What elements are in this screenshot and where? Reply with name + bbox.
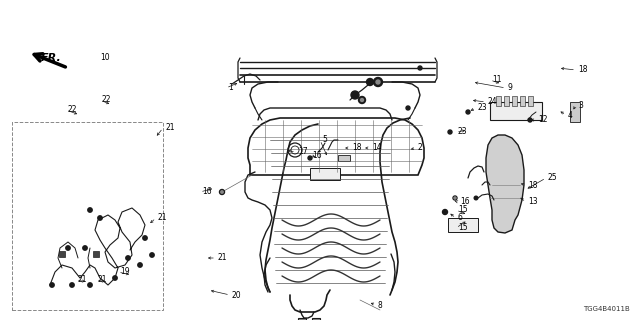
- Circle shape: [70, 283, 74, 287]
- Bar: [312, 318, 320, 320]
- Circle shape: [367, 78, 374, 85]
- Text: 3: 3: [578, 100, 583, 109]
- Text: 8: 8: [378, 300, 383, 309]
- Text: 5: 5: [322, 135, 327, 145]
- Circle shape: [474, 196, 478, 200]
- Bar: [12, 122, 163, 310]
- Text: 16: 16: [312, 150, 322, 159]
- Text: 9: 9: [508, 84, 513, 92]
- Text: 16: 16: [202, 188, 212, 196]
- Circle shape: [360, 99, 364, 101]
- Text: 4: 4: [568, 110, 573, 119]
- Circle shape: [448, 130, 452, 134]
- Circle shape: [454, 197, 456, 199]
- Text: 15: 15: [458, 223, 468, 233]
- Text: 21: 21: [158, 213, 168, 222]
- Text: 2: 2: [418, 143, 423, 153]
- Bar: [490, 102, 542, 120]
- Bar: [528, 96, 533, 106]
- Bar: [504, 96, 509, 106]
- Text: 21: 21: [78, 276, 88, 284]
- Text: 15: 15: [458, 205, 468, 214]
- Text: 22: 22: [68, 106, 77, 115]
- Bar: [496, 96, 501, 106]
- Bar: [59, 251, 65, 257]
- Bar: [448, 218, 478, 232]
- Bar: [93, 251, 99, 257]
- Bar: [512, 96, 517, 106]
- Circle shape: [66, 246, 70, 250]
- Text: 13: 13: [528, 197, 538, 206]
- Circle shape: [221, 191, 223, 193]
- Circle shape: [143, 236, 147, 240]
- Circle shape: [466, 110, 470, 114]
- Circle shape: [376, 80, 380, 84]
- Text: 22: 22: [102, 95, 111, 105]
- Text: 12: 12: [538, 116, 547, 124]
- Bar: [520, 96, 525, 106]
- Text: 10: 10: [100, 53, 109, 62]
- Circle shape: [138, 263, 142, 267]
- Circle shape: [150, 253, 154, 257]
- Text: FR.: FR.: [41, 53, 62, 63]
- Text: 18: 18: [528, 180, 538, 189]
- Text: 1: 1: [228, 84, 233, 92]
- Circle shape: [308, 156, 312, 160]
- Circle shape: [126, 256, 130, 260]
- Text: 14: 14: [372, 143, 381, 153]
- Bar: [298, 318, 306, 320]
- Bar: [310, 168, 340, 180]
- Circle shape: [83, 246, 87, 250]
- Text: 19: 19: [120, 268, 130, 276]
- Text: 24: 24: [488, 98, 498, 107]
- Text: 21: 21: [165, 124, 175, 132]
- Circle shape: [98, 216, 102, 220]
- Circle shape: [220, 189, 225, 195]
- Circle shape: [113, 276, 117, 280]
- Bar: [570, 102, 580, 122]
- Polygon shape: [486, 135, 524, 233]
- Text: 20: 20: [232, 291, 242, 300]
- Circle shape: [88, 283, 92, 287]
- Text: 21: 21: [218, 253, 227, 262]
- Circle shape: [528, 118, 532, 122]
- Circle shape: [88, 208, 92, 212]
- Bar: [338, 155, 350, 161]
- Text: 16: 16: [460, 197, 470, 206]
- Text: 18: 18: [578, 66, 588, 75]
- Circle shape: [374, 77, 383, 86]
- Circle shape: [453, 196, 457, 200]
- Text: 6: 6: [458, 213, 463, 222]
- Circle shape: [358, 97, 365, 103]
- Text: 21: 21: [98, 276, 108, 284]
- Text: 23: 23: [478, 103, 488, 113]
- Text: 11: 11: [492, 76, 502, 84]
- Text: TGG4B4011B: TGG4B4011B: [583, 306, 630, 312]
- Circle shape: [351, 91, 359, 99]
- Circle shape: [418, 66, 422, 70]
- Circle shape: [50, 283, 54, 287]
- Text: 23: 23: [458, 127, 468, 137]
- Text: 17: 17: [298, 148, 308, 156]
- Circle shape: [406, 106, 410, 110]
- Text: 25: 25: [548, 173, 557, 182]
- Text: 18: 18: [352, 143, 362, 153]
- Circle shape: [442, 210, 447, 214]
